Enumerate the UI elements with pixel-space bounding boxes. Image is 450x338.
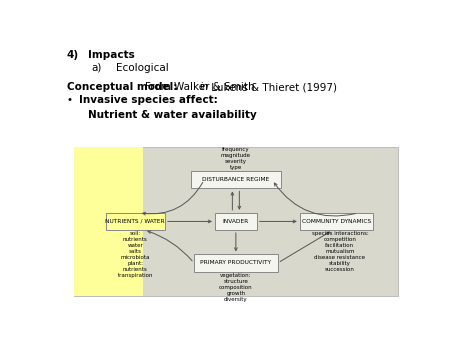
Text: Nutrient & water availability: Nutrient & water availability [88,110,256,120]
Text: 4): 4) [67,50,79,60]
Text: INVADER: INVADER [223,219,249,224]
Bar [74,147,144,296]
Bar [106,213,165,230]
Text: Invasive species affect:: Invasive species affect: [79,95,218,105]
Text: species interactions:
competition
facilitation
mutualism
disease resistance
stab: species interactions: competition facili… [311,231,368,272]
Text: NUTRIENTS / WATER: NUTRIENTS / WATER [105,219,165,224]
Text: soil:
nutrients
water
salts
microbiota
plant:
nutrients
transpiration: soil: nutrients water salts microbiota p… [117,231,153,278]
Bar [300,213,373,230]
Bar [215,213,257,230]
Bar [74,147,398,296]
Text: Lukens & Thieret (1997): Lukens & Thieret (1997) [208,82,337,92]
Bar [194,255,278,271]
Text: Impacts: Impacts [88,50,135,60]
Bar [190,171,281,189]
Text: frequency
magnitude
severity
type: frequency magnitude severity type [221,147,251,170]
Text: •: • [67,95,73,105]
Text: COMMUNITY DYNAMICS: COMMUNITY DYNAMICS [302,219,371,224]
Text: From Walker & Smith: From Walker & Smith [145,82,258,92]
Text: in: in [199,82,209,92]
Text: DISTURBANCE REGIME: DISTURBANCE REGIME [202,177,270,183]
Text: Ecological: Ecological [116,63,168,73]
Text: vegetation:
structure
composition
growth
diversity: vegetation: structure composition growth… [219,273,252,302]
Text: a): a) [91,63,102,73]
Text: Conceptual model:: Conceptual model: [67,82,177,92]
Text: PRIMARY PRODUCTIVITY: PRIMARY PRODUCTIVITY [200,261,271,265]
